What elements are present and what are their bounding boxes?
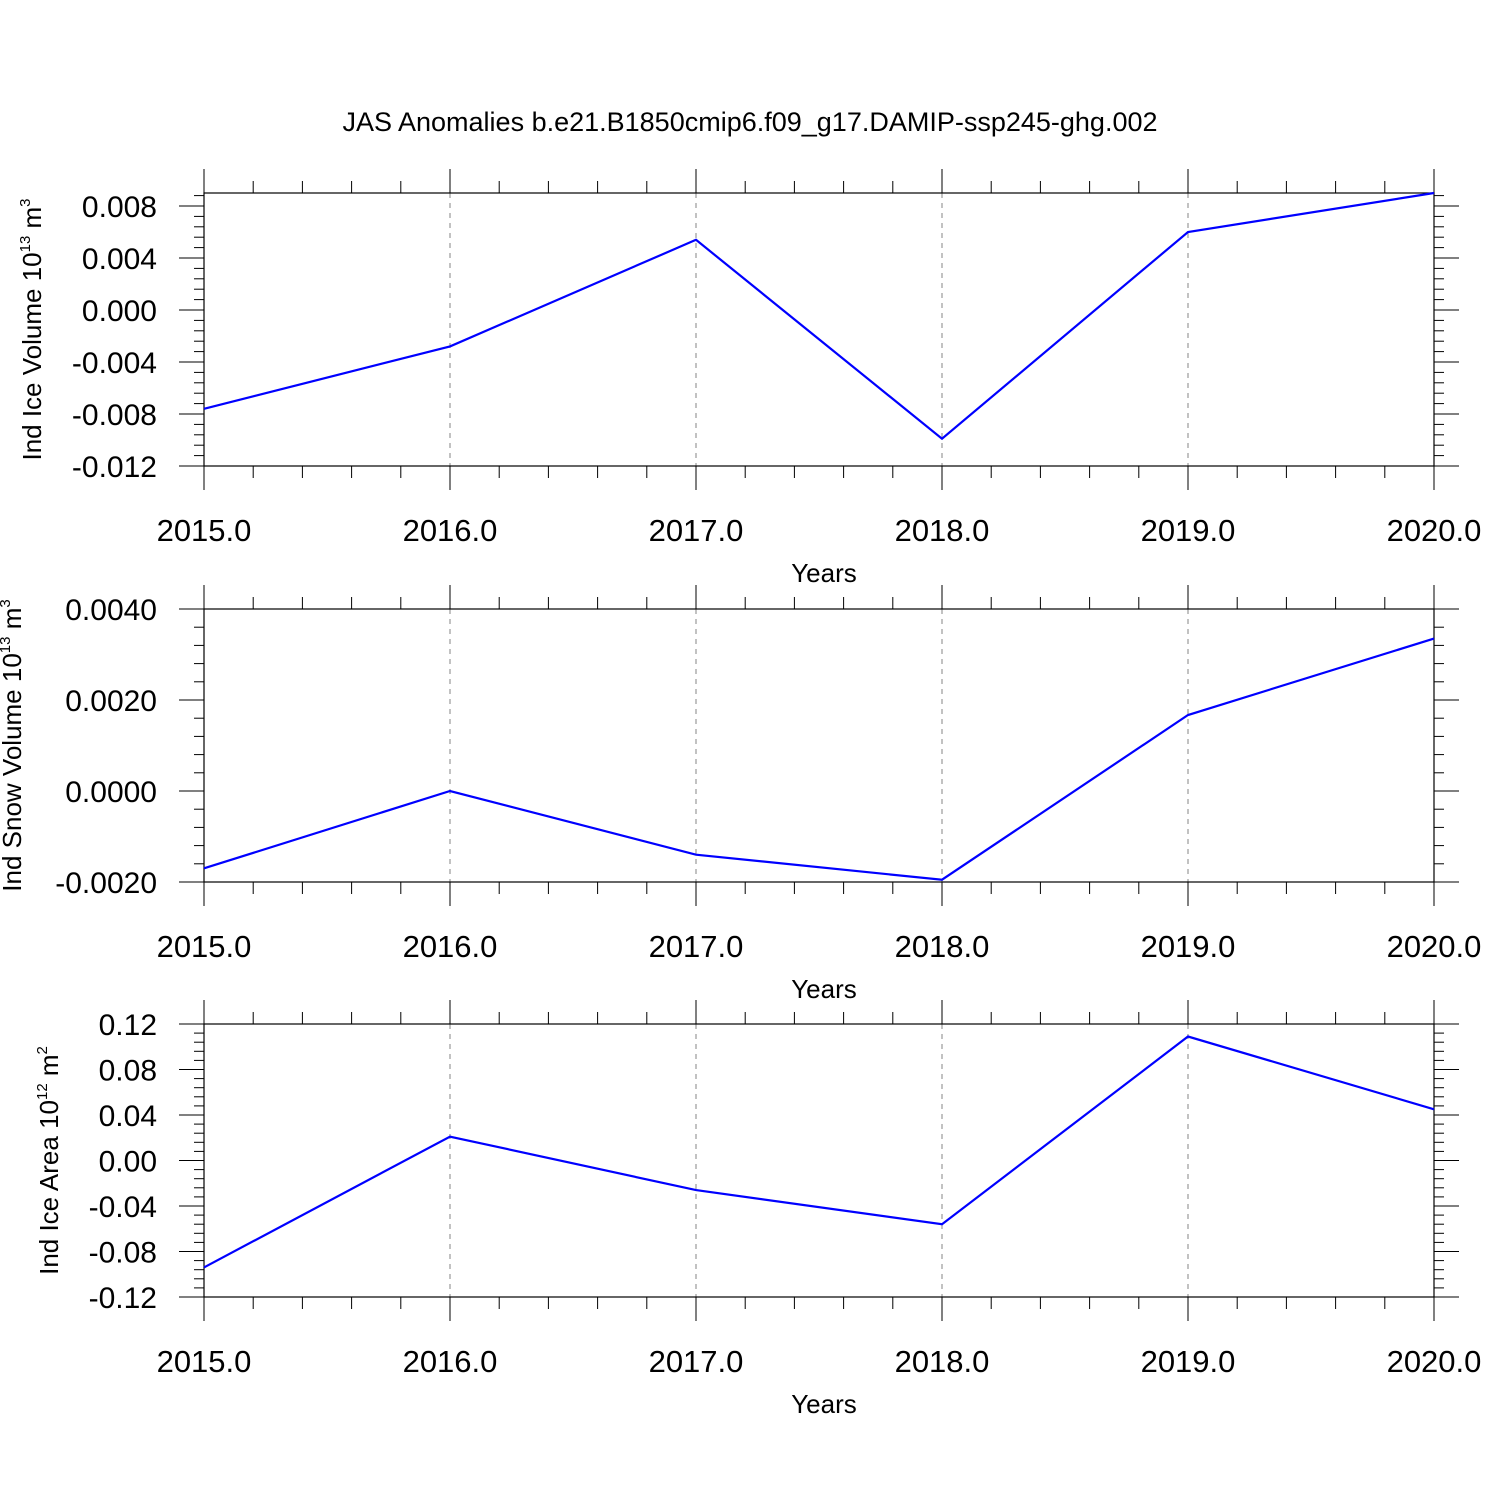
x-axis-label: Years: [791, 558, 857, 588]
x-tick-label: 2018.0: [895, 1344, 990, 1379]
x-tick-label: 2020.0: [1387, 1344, 1482, 1379]
x-tick-label: 2016.0: [403, 513, 498, 548]
y-tick-label: 0.08: [99, 1055, 157, 1088]
plot-frame: [203, 192, 1435, 467]
y-tick-label: 0.008: [82, 191, 157, 224]
x-tick-label: 2018.0: [895, 513, 990, 548]
panel-snow-volume: 2015.0 2016.0 2017.0 2018.0 2019.0 2020.0 -0.0…: [0, 585, 1481, 1004]
y-tick-label: -0.08: [89, 1237, 157, 1270]
y-axis-label: Ind Ice Area 1012 m2: [34, 1046, 64, 1275]
panel-ice-area: 2015.0 2016.0 2017.0 2018.0 2019.0 2020.0 -0.1…: [34, 1000, 1481, 1419]
y-tick-label: 0.004: [82, 243, 157, 276]
x-tick-label: 2018.0: [895, 929, 990, 964]
y-axis-label: Ind Snow Volume 1013 m3: [0, 599, 27, 891]
y-tick-label: -0.04: [89, 1191, 157, 1224]
x-tick-label: 2016.0: [403, 929, 498, 964]
x-tick-label: 2017.0: [649, 513, 744, 548]
y-tick-label: 0.0040: [65, 594, 157, 627]
x-tick-label: 2017.0: [649, 1344, 744, 1379]
y-tick-label: -0.008: [72, 399, 157, 432]
series-line: [203, 191, 1435, 441]
x-tick-label: 2015.0: [157, 513, 252, 548]
y-tick-label: -0.0020: [55, 867, 157, 900]
x-tick-label: 2017.0: [649, 929, 744, 964]
y-tick-label: 0.0000: [65, 776, 157, 809]
x-tick-label: 2015.0: [157, 1344, 252, 1379]
x-tick-label: 2019.0: [1141, 513, 1236, 548]
y-axis-label: Ind Ice Volume 1013 m3: [17, 198, 47, 460]
x-tick-label: 2015.0: [157, 929, 252, 964]
series-line: [203, 1035, 1435, 1269]
plot-frame: [203, 1023, 1435, 1298]
y-tick-label: 0.0020: [65, 685, 157, 718]
figure-title: JAS Anomalies b.e21.B1850cmip6.f09_g17.D…: [342, 107, 1157, 137]
x-tick-label: 2016.0: [403, 1344, 498, 1379]
y-tick-label: 0.00: [99, 1146, 157, 1179]
y-tick-label: 0.04: [99, 1100, 157, 1133]
x-axis-label: Years: [791, 974, 857, 1004]
x-tick-label: 2019.0: [1141, 1344, 1236, 1379]
y-tick-label: -0.012: [72, 451, 157, 484]
y-tick-label: 0.12: [99, 1009, 157, 1042]
panel-ice-volume: 2015.0 2016.0 2017.0 2018.0 2019.0 2020.0 -0.0…: [17, 169, 1481, 588]
x-tick-label: 2020.0: [1387, 513, 1482, 548]
plot-frame: [203, 608, 1435, 883]
y-tick-label: 0.000: [82, 295, 157, 328]
x-tick-label: 2020.0: [1387, 929, 1482, 964]
x-tick-label: 2019.0: [1141, 929, 1236, 964]
y-tick-label: -0.004: [72, 347, 157, 380]
x-axis-label: Years: [791, 1389, 857, 1419]
y-tick-label: -0.12: [89, 1282, 157, 1315]
series-line: [203, 637, 1435, 881]
